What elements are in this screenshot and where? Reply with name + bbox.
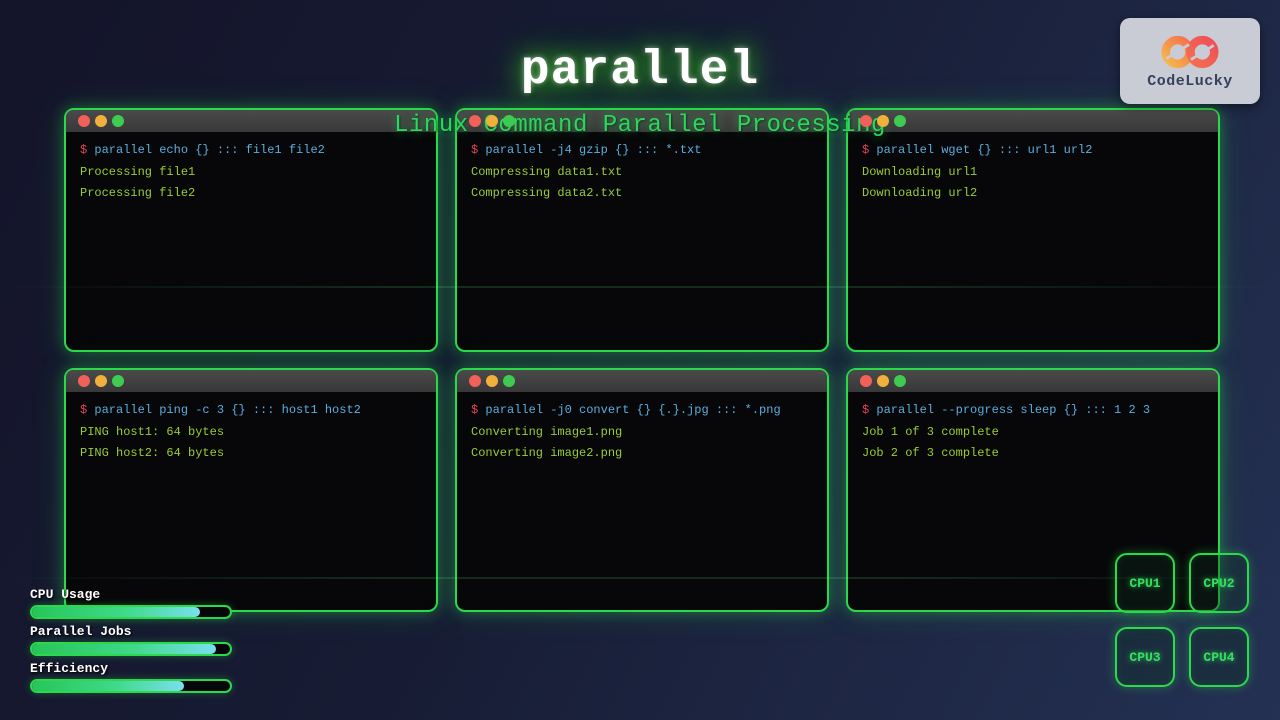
terminal-command-line: $ parallel --progress sleep {} ::: 1 2 3 [862, 403, 1150, 417]
minimize-button-icon[interactable] [486, 115, 498, 127]
close-button-icon[interactable] [469, 375, 481, 387]
terminal-output-line: Compressing data1.txt [471, 164, 623, 179]
command-text: parallel wget {} ::: url1 url2 [876, 143, 1093, 157]
cpu-grid: CPU1 CPU2 CPU3 CPU4 [1115, 553, 1249, 687]
command-text: parallel --progress sleep {} ::: 1 2 3 [876, 403, 1151, 417]
stat-label-efficiency: Efficiency [30, 661, 109, 676]
terminal-window-wget: $ parallel wget {} ::: url1 url2 Downloa… [846, 108, 1220, 352]
window-controls [78, 375, 124, 387]
maximize-button-icon[interactable] [503, 115, 515, 127]
terminal-titlebar [848, 110, 1218, 132]
terminal-window-progress: $ parallel --progress sleep {} ::: 1 2 3… [846, 368, 1220, 612]
progress-bar-parallel-jobs [30, 642, 232, 656]
terminal-window-echo: $ parallel echo {} ::: file1 file2 Proce… [64, 108, 438, 352]
progress-fill [32, 644, 217, 654]
terminal-body: $ parallel --progress sleep {} ::: 1 2 3… [848, 392, 1218, 473]
maximize-button-icon[interactable] [112, 375, 124, 387]
terminal-command-line: $ parallel -j0 convert {} {.}.jpg ::: *.… [471, 403, 781, 417]
terminal-command-line: $ parallel ping -c 3 {} ::: host1 host2 [80, 403, 361, 417]
terminal-output-line: Processing file2 [80, 186, 196, 200]
infinity-icon [1161, 35, 1219, 68]
terminal-body: $ parallel ping -c 3 {} ::: host1 host2 … [66, 392, 436, 473]
terminal-output-line: PING host2: 64 bytes [80, 446, 225, 460]
terminal-titlebar [457, 110, 827, 132]
window-controls [860, 375, 906, 387]
terminal-window-gzip: $ parallel -j4 gzip {} ::: *.txt Compres… [455, 108, 829, 352]
terminal-command-line: $ parallel wget {} ::: url1 url2 [862, 143, 1092, 157]
terminal-body: $ parallel echo {} ::: file1 file2 Proce… [66, 132, 436, 213]
terminal-output-line: Job 2 of 3 complete [862, 446, 999, 460]
close-button-icon[interactable] [860, 115, 872, 127]
brand-name: CodeLucky [1147, 72, 1233, 90]
terminal-window-convert: $ parallel -j0 convert {} {.}.jpg ::: *.… [455, 368, 829, 612]
terminal-output-line: Job 1 of 3 complete [862, 424, 999, 439]
prompt-symbol: $ [471, 143, 479, 157]
prompt-symbol: $ [862, 403, 870, 417]
terminal-output-line: Processing file1 [80, 164, 196, 179]
terminal-output-line: Compressing data2.txt [471, 186, 623, 200]
prompt-symbol: $ [80, 143, 88, 157]
progress-bar-cpu-usage [30, 605, 232, 619]
maximize-button-icon[interactable] [503, 375, 515, 387]
cpu-box-4: CPU4 [1189, 627, 1249, 687]
terminal-titlebar [66, 110, 436, 132]
minimize-button-icon[interactable] [95, 115, 107, 127]
minimize-button-icon[interactable] [877, 375, 889, 387]
terminal-output-line: Downloading url1 [862, 164, 978, 179]
terminal-output-line: Downloading url2 [862, 186, 978, 200]
cpu-box-3: CPU3 [1115, 627, 1175, 687]
maximize-button-icon[interactable] [894, 115, 906, 127]
cpu-box-1: CPU1 [1115, 553, 1175, 613]
prompt-symbol: $ [862, 143, 870, 157]
prompt-symbol: $ [80, 403, 88, 417]
window-controls [469, 115, 515, 127]
command-text: parallel echo {} ::: file1 file2 [94, 143, 325, 157]
terminal-output-line: Converting image1.png [471, 424, 623, 439]
terminal-titlebar [457, 370, 827, 392]
terminal-body: $ parallel -j4 gzip {} ::: *.txt Compres… [457, 132, 827, 213]
close-button-icon[interactable] [78, 375, 90, 387]
terminal-command-line: $ parallel echo {} ::: file1 file2 [80, 143, 325, 157]
stat-label-cpu-usage: CPU Usage [30, 587, 101, 602]
maximize-button-icon[interactable] [894, 375, 906, 387]
close-button-icon[interactable] [860, 375, 872, 387]
page-subtitle: Linux Command Parallel Processing [394, 112, 886, 139]
close-button-icon[interactable] [78, 115, 90, 127]
page-title: parallel [520, 44, 760, 98]
minimize-button-icon[interactable] [95, 375, 107, 387]
progress-bar-efficiency [30, 679, 232, 693]
minimize-button-icon[interactable] [486, 375, 498, 387]
close-button-icon[interactable] [469, 115, 481, 127]
command-text: parallel ping -c 3 {} ::: host1 host2 [94, 403, 361, 417]
window-controls [860, 115, 906, 127]
minimize-button-icon[interactable] [877, 115, 889, 127]
cpu-box-2: CPU2 [1189, 553, 1249, 613]
terminal-body: $ parallel -j0 convert {} {.}.jpg ::: *.… [457, 392, 827, 473]
command-text: parallel -j0 convert {} {.}.jpg ::: *.pn… [485, 403, 781, 417]
terminal-command-line: $ parallel -j4 gzip {} ::: *.txt [471, 143, 701, 157]
window-controls [469, 375, 515, 387]
stat-label-parallel-jobs: Parallel Jobs [30, 624, 132, 639]
terminal-output-line: Converting image2.png [471, 446, 623, 460]
maximize-button-icon[interactable] [112, 115, 124, 127]
command-text: parallel -j4 gzip {} ::: *.txt [485, 143, 702, 157]
prompt-symbol: $ [471, 403, 479, 417]
terminal-output-line: PING host1: 64 bytes [80, 424, 225, 439]
progress-fill [32, 681, 185, 691]
terminal-body: $ parallel wget {} ::: url1 url2 Downloa… [848, 132, 1218, 213]
progress-fill [32, 607, 201, 617]
window-controls [78, 115, 124, 127]
brand-badge: CodeLucky [1120, 18, 1260, 104]
terminal-titlebar [66, 370, 436, 392]
stats-panel: CPU Usage Parallel Jobs Efficiency [30, 586, 232, 698]
terminal-titlebar [848, 370, 1218, 392]
terminal-window-ping: $ parallel ping -c 3 {} ::: host1 host2 … [64, 368, 438, 612]
